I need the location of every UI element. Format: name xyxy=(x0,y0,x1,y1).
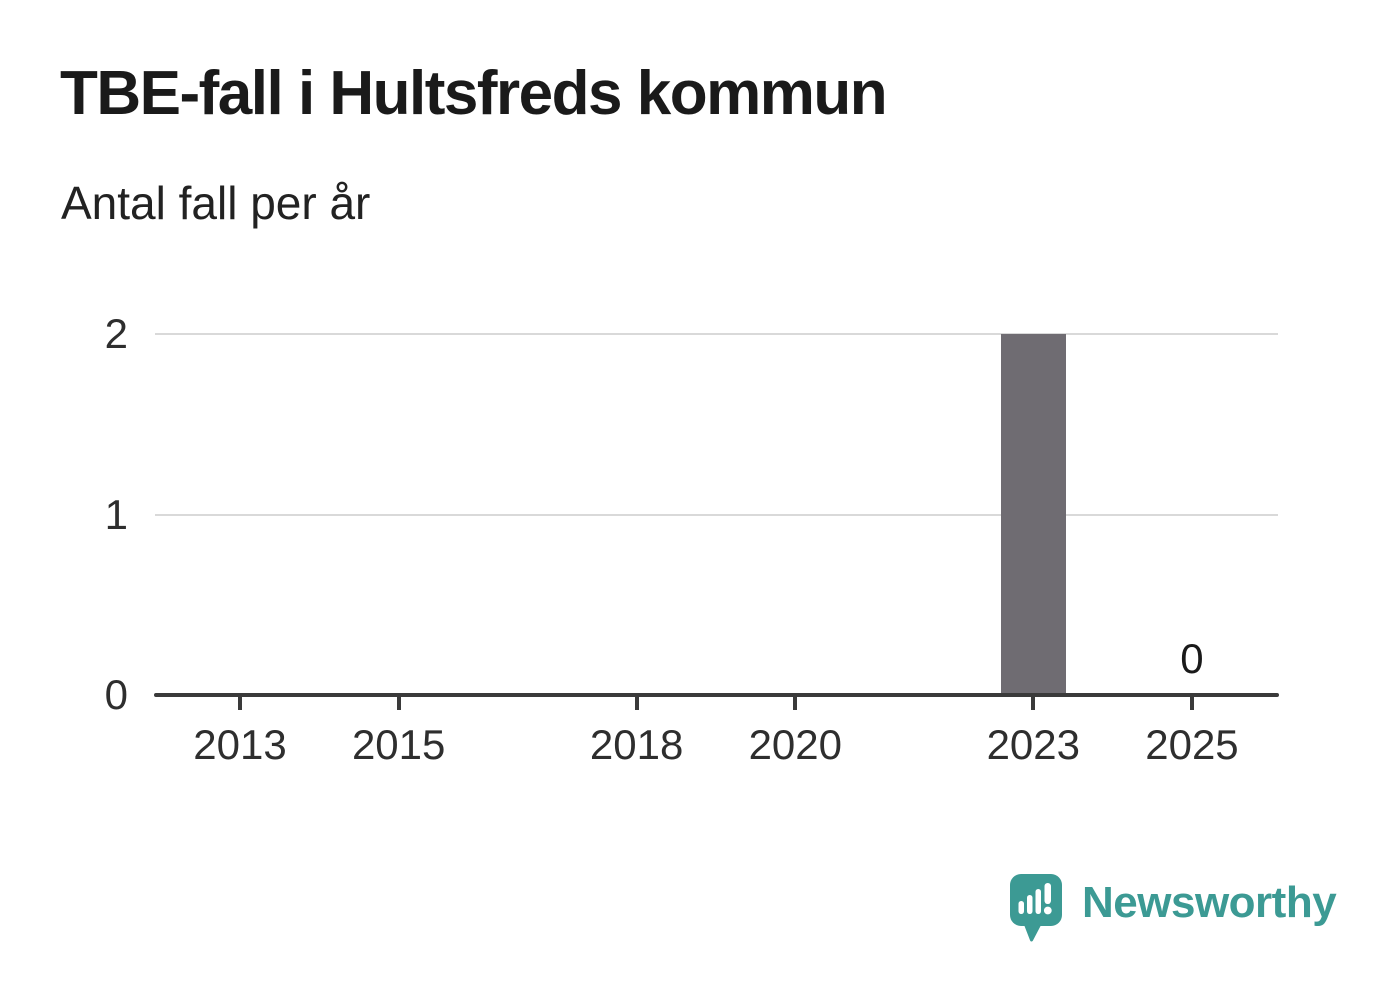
chart-title: TBE-fall i Hultsfreds kommun xyxy=(60,59,888,128)
y-tick-label-0: 0 xyxy=(104,671,128,718)
y-tick-label-1: 1 xyxy=(104,490,128,538)
x-tick-label-2025: 2025 xyxy=(1145,721,1239,768)
x-tick-2025 xyxy=(1189,697,1194,710)
x-tick-2023 xyxy=(1031,697,1036,710)
newsworthy-speech-bubble-bar-chart-icon xyxy=(1010,874,1062,942)
brand-wordmark: Newsworthy xyxy=(1082,878,1337,927)
x-tick-label-2023: 2023 xyxy=(986,721,1081,768)
x-tick-label-2015: 2015 xyxy=(351,721,446,768)
bar-2023 xyxy=(1000,334,1066,695)
chart-subtitle: Antal fall per år xyxy=(61,177,371,229)
data-label-2025: 0 xyxy=(1180,635,1204,682)
x-tick-label-2020: 2020 xyxy=(748,721,843,768)
gridline-y-2 xyxy=(155,333,1278,335)
x-tick-2013 xyxy=(238,697,242,710)
y-tick-label-2: 2 xyxy=(104,310,128,357)
gridline-y-1 xyxy=(155,513,1278,516)
newsworthy-logo: Newsworthy xyxy=(1010,874,1337,942)
x-tick-label-2013: 2013 xyxy=(193,721,287,768)
x-axis-line xyxy=(154,693,1279,697)
x-tick-2015 xyxy=(396,697,401,710)
x-tick-2020 xyxy=(793,697,798,710)
x-tick-label-2018: 2018 xyxy=(589,721,684,768)
x-tick-2018 xyxy=(634,697,639,710)
